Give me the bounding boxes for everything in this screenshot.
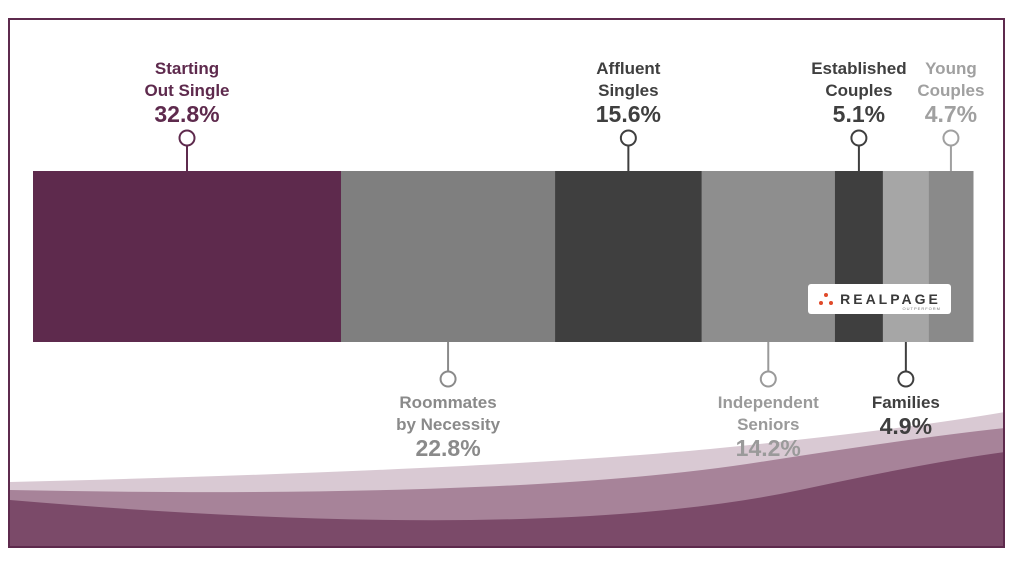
connector-dot bbox=[178, 129, 196, 147]
segment-value-label: 22.8% bbox=[415, 435, 480, 461]
segment-name-label: by Necessity bbox=[396, 415, 500, 434]
segment-name-label: Singles bbox=[598, 81, 658, 100]
segment-value-label: 4.9% bbox=[880, 413, 932, 439]
logo-text: REALPAGE bbox=[840, 291, 941, 307]
connector-dot bbox=[619, 129, 637, 147]
segment-name-label: Starting bbox=[155, 59, 219, 78]
realpage-logo-icon bbox=[818, 292, 834, 306]
label-connectors bbox=[178, 129, 960, 388]
bar-segment bbox=[928, 171, 974, 342]
segment-value-label: 32.8% bbox=[154, 101, 219, 127]
connector-dot bbox=[439, 370, 457, 388]
segment-value-label: 5.1% bbox=[833, 101, 885, 127]
bar-segments bbox=[33, 171, 974, 342]
segment-value-label: 4.7% bbox=[925, 101, 977, 127]
bar-segment bbox=[701, 171, 836, 342]
bar-segment bbox=[341, 171, 556, 342]
connector-dot bbox=[850, 129, 868, 147]
segment-name-label: Families bbox=[872, 393, 940, 412]
bar-segment bbox=[882, 171, 930, 342]
wave-dark bbox=[10, 452, 1005, 548]
segment-name-label: Young bbox=[925, 59, 977, 78]
segment-name-label: Established bbox=[811, 59, 906, 78]
segment-name-label: Couples bbox=[825, 81, 892, 100]
segment-name-label: Seniors bbox=[737, 415, 799, 434]
realpage-logo: REALPAGE OUTPERFORM bbox=[808, 284, 951, 314]
logo-tagline: OUTPERFORM bbox=[902, 306, 941, 311]
segment-name-label: Couples bbox=[917, 81, 984, 100]
bar-segment bbox=[33, 171, 342, 342]
connector-dot bbox=[759, 370, 777, 388]
connector-dot bbox=[942, 129, 960, 147]
segment-name-label: Independent bbox=[718, 393, 819, 412]
segment-value-label: 14.2% bbox=[736, 435, 801, 461]
bar-segment bbox=[834, 171, 884, 342]
connector-dot bbox=[897, 370, 915, 388]
bar-segment bbox=[555, 171, 703, 342]
segment-value-label: 15.6% bbox=[596, 101, 661, 127]
decorative-waves bbox=[10, 412, 1005, 548]
segment-name-label: Out Single bbox=[145, 81, 230, 100]
segment-name-label: Roommates bbox=[399, 393, 496, 412]
segment-name-label: Affluent bbox=[596, 59, 661, 78]
